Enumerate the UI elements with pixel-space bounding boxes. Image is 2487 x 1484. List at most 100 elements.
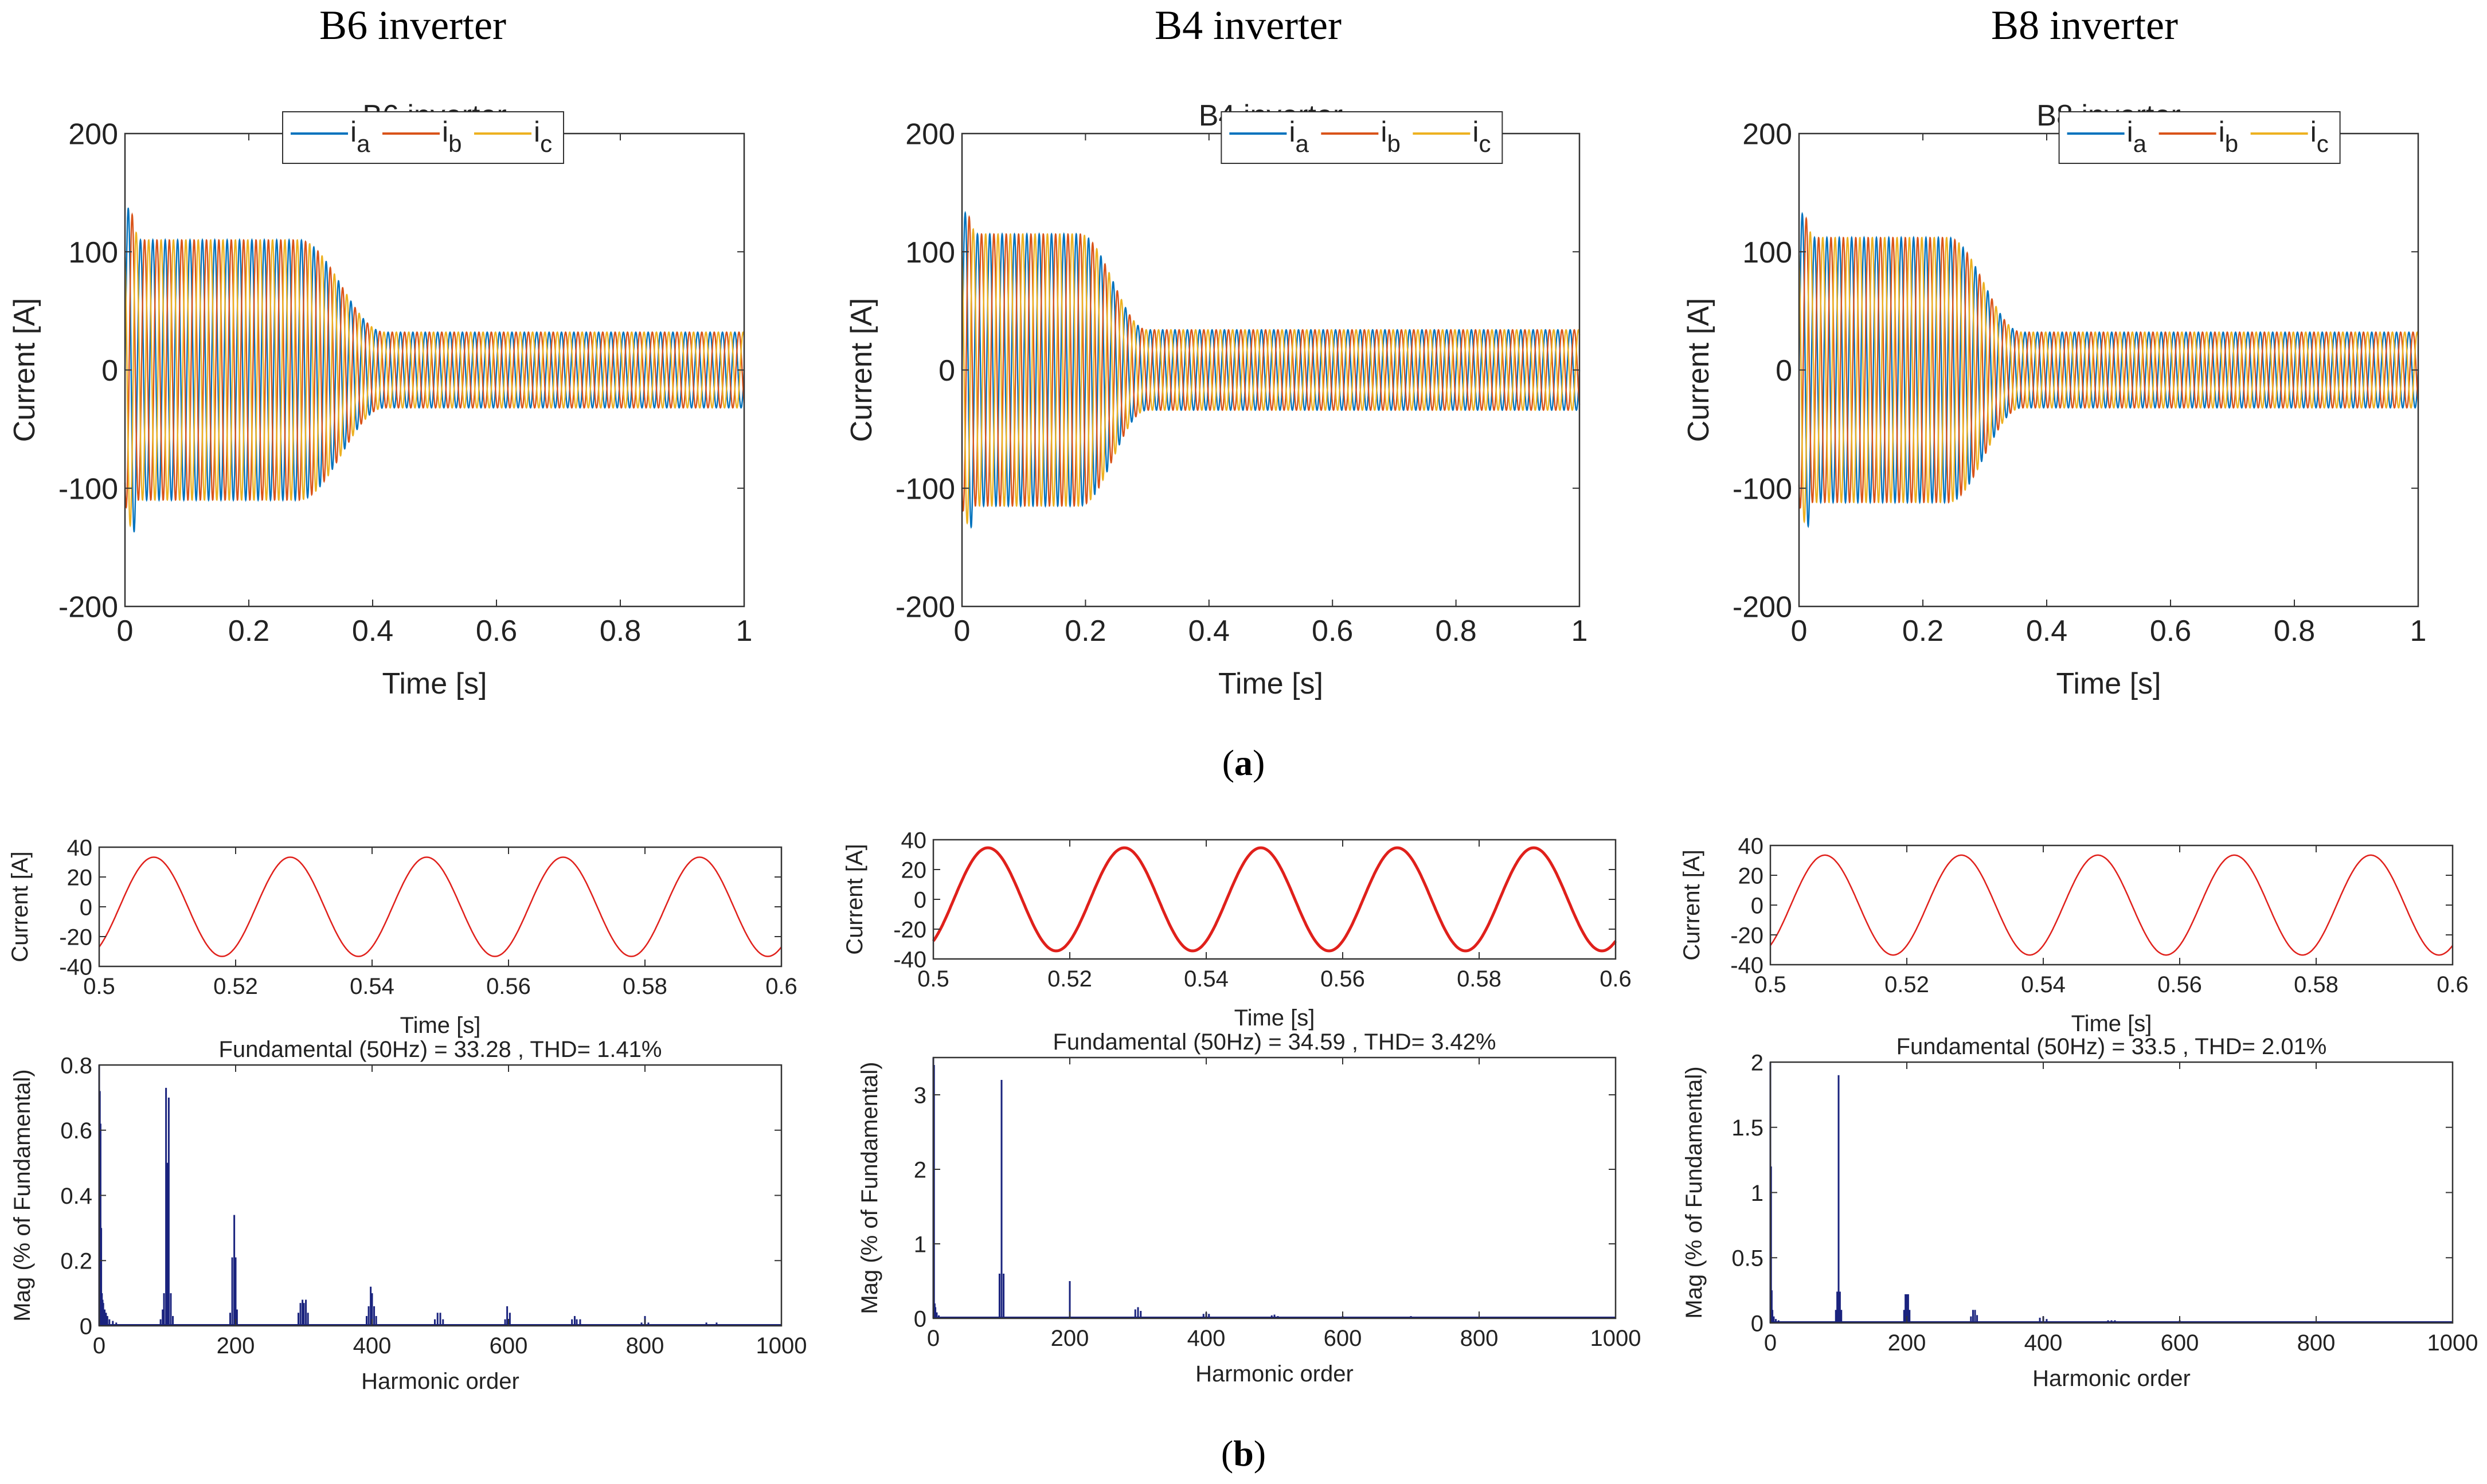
x-axis-label: Time [s] — [1234, 1005, 1315, 1031]
x-axis-label: Time [s] — [2056, 667, 2161, 700]
series-ia — [124, 207, 745, 532]
y-tick-label: 0 — [1776, 354, 1792, 387]
legend-base: i — [2219, 116, 2225, 148]
legend-label: ic — [2310, 116, 2329, 157]
legend-label: ic — [534, 116, 552, 157]
x-tick-label: 0 — [93, 1333, 105, 1358]
y-tick-label: 40 — [67, 835, 93, 860]
y-axis-label: Current [A] — [842, 844, 867, 954]
x-tick-label: 0.4 — [352, 614, 393, 648]
x-tick-label: 0.6 — [476, 614, 517, 648]
y-axis-label: Mag (% of Fundamental) — [10, 1069, 35, 1321]
x-tick-label: 1 — [736, 614, 753, 648]
b4-phase-chart: 0.5 0.52 0.54 0.56 0.58 0.6 -40 -20 0 20 40 Time [s… — [842, 828, 1632, 1031]
x-tick-label: 0 — [1791, 614, 1808, 648]
x-tick-label: 400 — [353, 1333, 392, 1358]
x-axis-label: Time [s] — [2071, 1011, 2152, 1036]
y-tick-label: 0 — [914, 1306, 926, 1332]
series-ib — [124, 212, 745, 509]
x-tick-label: 0.56 — [2157, 972, 2202, 997]
x-tick-label: 0.56 — [1320, 966, 1365, 992]
y-tick-label: -100 — [1733, 472, 1792, 506]
x-tick-label: 1000 — [756, 1333, 807, 1358]
legend-sub: b — [1387, 130, 1400, 157]
y-tick-label: 0.6 — [60, 1118, 92, 1144]
chart-title-b6: B6 inverter — [319, 2, 506, 48]
x-tick-label: 0.2 — [1065, 614, 1106, 648]
series-ib — [1798, 216, 2419, 509]
y-tick-label: 0.2 — [60, 1249, 92, 1274]
x-axis-label: Harmonic order — [2032, 1366, 2191, 1391]
legend: ia ib ic — [282, 111, 564, 164]
axes-frame — [932, 1056, 1617, 1319]
legend: ia ib ic — [2058, 111, 2341, 164]
y-tick-label: 0 — [939, 354, 955, 387]
caption-b-letter: b — [1233, 1433, 1254, 1474]
series-ia — [1798, 212, 2419, 528]
caption-b: (b) — [1221, 1433, 1266, 1474]
b6-current-chart: 0 0.2 0.4 0.6 0.8 1 -200 -100 0 100 200 Time [s] Cur… — [8, 99, 752, 700]
y-tick-label: 200 — [905, 118, 955, 151]
series-ic — [961, 228, 1581, 525]
x-tick-label: 0.58 — [2294, 972, 2339, 997]
y-tick-label: -100 — [896, 472, 955, 506]
x-tick-label: 0.4 — [2026, 614, 2067, 648]
b8-spectrum-chart: 0 200 400 600 800 1000 0 0.5 1 1.5 2 Harmonic order… — [1682, 1034, 2478, 1391]
x-tick-label: 0.56 — [486, 974, 531, 999]
x-tick-label: 800 — [2297, 1330, 2336, 1356]
x-tick-label: 0.4 — [1188, 614, 1230, 648]
legend-base: i — [2310, 116, 2317, 148]
series-ic — [1798, 231, 2419, 524]
x-tick-label: 0.8 — [2274, 614, 2315, 648]
chart-title-b8: B8 inverter — [1991, 2, 2178, 48]
y-tick-label: 0 — [1751, 1311, 1763, 1336]
caption-a-letter: a — [1234, 742, 1253, 783]
chart-title: Fundamental (50Hz) = 34.59 , THD= 3.42% — [1053, 1029, 1496, 1055]
legend-box — [282, 111, 564, 164]
caption-a: (a) — [1222, 742, 1265, 783]
y-tick-label: -100 — [58, 472, 118, 506]
legend-sub: c — [2317, 130, 2329, 157]
y-tick-label: 0 — [80, 1314, 92, 1339]
y-tick-label: 2 — [914, 1157, 926, 1182]
x-tick-label: 0.54 — [2021, 972, 2066, 997]
plot-area — [1770, 1062, 2453, 1323]
legend-base: i — [442, 116, 448, 148]
series-phase-current — [932, 846, 1617, 953]
b8-phase-chart: 0.5 0.52 0.54 0.56 0.58 0.6 -40 -20 0 20 40 Time [s… — [1679, 833, 2469, 1036]
x-axis-label: Time [s] — [400, 1013, 481, 1038]
y-tick-label: 0 — [80, 895, 92, 920]
x-tick-label: 0 — [954, 614, 971, 648]
y-tick-label: 100 — [68, 236, 118, 269]
y-tick-label: -200 — [58, 591, 118, 624]
y-tick-label: 20 — [901, 857, 927, 883]
x-axis-label: Time [s] — [382, 667, 487, 700]
y-tick-label: 0 — [101, 354, 118, 387]
series-ib — [961, 215, 1581, 512]
plot-area — [99, 847, 781, 966]
series-phase-current — [98, 856, 782, 957]
plot-area — [99, 1065, 781, 1326]
legend-label: ib — [442, 116, 462, 157]
x-tick-label: 0.54 — [350, 974, 394, 999]
y-tick-label: -200 — [1733, 591, 1792, 624]
series-ia — [961, 210, 1581, 529]
legend-base: i — [1381, 116, 1387, 148]
plot-area — [1770, 845, 2453, 965]
x-tick-label: 0.52 — [213, 974, 258, 999]
chart-title-b4: B4 inverter — [1155, 2, 1342, 48]
x-tick-label: 0.5 — [1754, 972, 1786, 997]
x-tick-label: 200 — [1051, 1326, 1089, 1351]
y-tick-label: 200 — [1742, 118, 1792, 151]
x-tick-label: 0 — [1764, 1330, 1777, 1356]
y-tick-label: 1 — [914, 1232, 926, 1257]
x-tick-label: 1 — [2410, 614, 2427, 648]
x-tick-label: 0.8 — [1435, 614, 1476, 648]
x-axis-label: Harmonic order — [1195, 1361, 1354, 1387]
legend-box — [2058, 111, 2341, 164]
legend-label: ib — [1381, 116, 1400, 157]
x-tick-label: 0.6 — [2437, 972, 2469, 997]
y-tick-label: -20 — [1730, 923, 1763, 948]
legend: ia ib ic — [1221, 111, 1503, 164]
